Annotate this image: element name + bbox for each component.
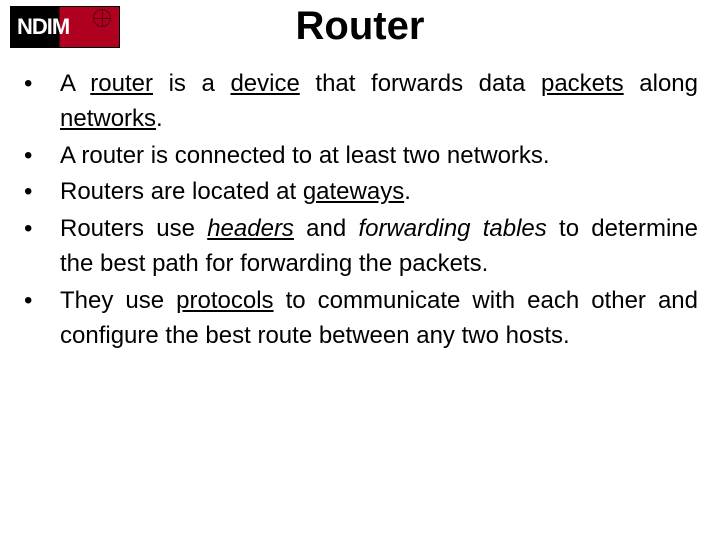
brand-logo-text: NDIM (11, 14, 69, 40)
bullet-item: •They use protocols to communicate with … (22, 284, 698, 354)
text-run: They use (60, 287, 176, 314)
bullet-text: They use protocols to communicate with e… (60, 284, 698, 354)
brand-logo-inner: NDIM (11, 7, 119, 47)
bullet-marker-icon: • (22, 139, 60, 174)
bullet-marker-icon: • (22, 212, 60, 247)
bullet-text: A router is a device that forwards data … (60, 67, 698, 137)
text-run: and (294, 215, 359, 242)
text-run: A router is connected to at least two ne… (60, 142, 550, 169)
text-run: along (624, 70, 698, 97)
text-run: . (156, 105, 163, 132)
text-run: A (60, 70, 90, 97)
text-run: gateways (303, 178, 404, 205)
text-run: forwarding tables (358, 215, 546, 242)
text-run: device (230, 70, 299, 97)
text-run: . (404, 178, 411, 205)
bullet-marker-icon: • (22, 67, 60, 102)
text-run: Routers use (60, 215, 207, 242)
bullet-text: Routers are located at gateways. (60, 175, 698, 210)
text-run: that forwards data (300, 70, 541, 97)
text-run: router (90, 70, 153, 97)
text-run: headers (207, 215, 294, 242)
bullet-text: Routers use headers and forwarding table… (60, 212, 698, 282)
bullet-text: A router is connected to at least two ne… (60, 139, 698, 174)
bullet-list: •A router is a device that forwards data… (22, 67, 698, 353)
text-run: packets (541, 70, 624, 97)
text-run: Routers are located at (60, 178, 303, 205)
text-run: is a (153, 70, 230, 97)
brand-logo: NDIM (10, 6, 120, 48)
bullet-item: •A router is a device that forwards data… (22, 67, 698, 137)
bullet-item: •A router is connected to at least two n… (22, 139, 698, 174)
slide-body: •A router is a device that forwards data… (0, 49, 720, 353)
text-run: protocols (176, 287, 273, 314)
bullet-marker-icon: • (22, 284, 60, 319)
globe-icon (93, 9, 111, 27)
text-run: networks (60, 105, 156, 132)
bullet-marker-icon: • (22, 175, 60, 210)
bullet-item: •Routers are located at gateways. (22, 175, 698, 210)
bullet-item: •Routers use headers and forwarding tabl… (22, 212, 698, 282)
